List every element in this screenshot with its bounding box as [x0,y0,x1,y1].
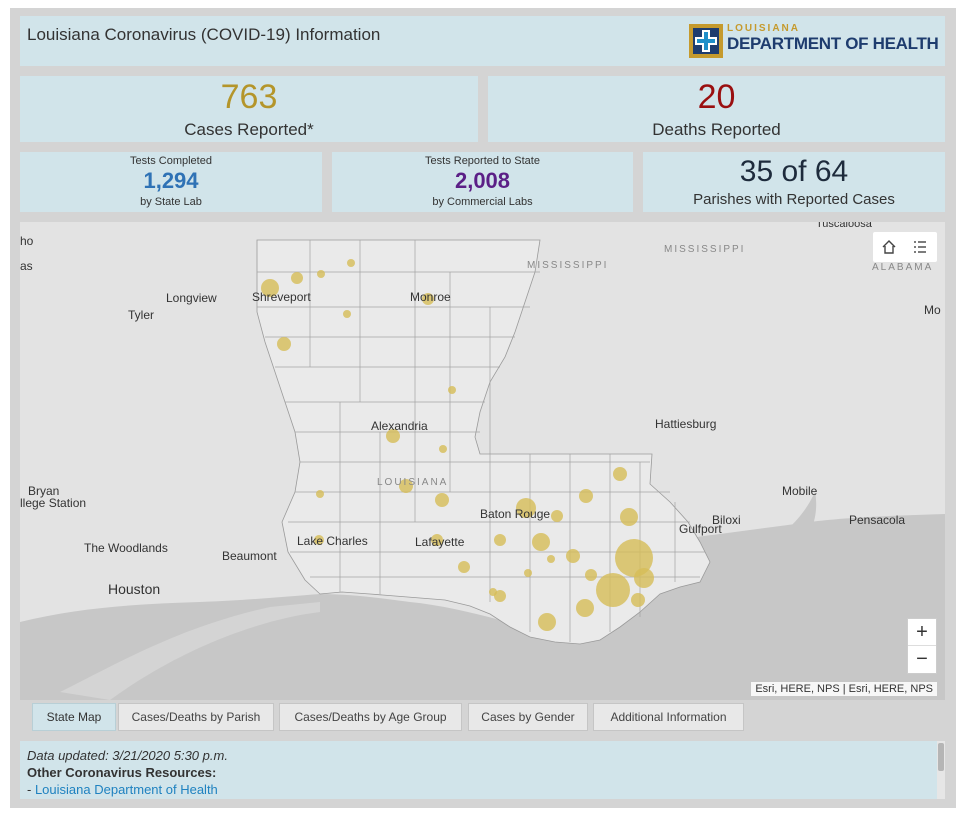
state-tests-bottom-label: by State Lab [140,196,202,208]
map-label-tyler: Tyler [128,308,154,322]
map-label-lafayette: Lafayette [415,535,465,549]
resources-heading: Other Coronavirus Resources: [27,765,217,780]
map-label-beaumont: Beaumont [222,549,277,563]
header-bar: Louisiana Coronavirus (COVID-19) Informa… [20,16,945,66]
map-label-college-station: llege Station [20,496,86,510]
map-label-shreveport: Shreveport [252,290,311,304]
map-label-tuscaloosa: Tuscaloosa [816,222,873,230]
map-label-lake-charles: Lake Charles [297,534,368,548]
legend-list-icon[interactable] [911,238,929,256]
map-label-gulfport: Gulfport [679,522,722,536]
deaths-value: 20 [697,78,736,116]
tab-cases-deaths-by-age-group[interactable]: Cases/Deaths by Age Group [279,703,462,731]
cases-value: 763 [220,78,278,116]
parishes-indicator[interactable]: 35 of 64 Parishes with Reported Cases [643,152,945,212]
commercial-tests-indicator[interactable]: Tests Reported to State 2,008 by Commerc… [332,152,633,212]
map-label-alabama: ALABAMA [872,262,933,273]
commercial-tests-top-label: Tests Reported to State [425,155,540,167]
deaths-label: Deaths Reported [652,120,781,139]
map-label-pensacola: Pensacola [849,513,905,527]
map-label-louisiana: LOUISIANA [377,477,448,488]
ldh-link[interactable]: Louisiana Department of Health [34,782,218,797]
commercial-tests-value: 2,008 [454,168,511,193]
home-icon[interactable] [880,238,898,256]
resource-list-item: - Louisiana Department of Health [27,782,218,797]
map-label-longview: Longview [166,291,217,305]
map-label-mo: Mo [924,303,941,317]
bullet-dash: - [27,782,35,797]
logo-department-text: DEPARTMENT OF HEALTH [727,34,939,53]
map-label-hattiesburg: Hattiesburg [655,417,716,431]
state-tests-top-label: Tests Completed [130,155,212,167]
data-updated-text: Data updated: 3/21/2020 5:30 p.m. [27,748,228,763]
ldh-cross-icon [689,24,723,58]
info-scrollbar[interactable] [937,741,945,799]
map-canvas[interactable]: Shreveport Monroe Longview Tyler Alexand… [20,222,945,700]
tab-additional-information[interactable]: Additional Information [593,703,744,731]
zoom-control: + − [907,618,937,674]
ldh-logo: LOUISIANA DEPARTMENT OF HEALTH [687,22,939,60]
zoom-in-button[interactable]: + [908,619,936,646]
map-label-baton-rouge: Baton Rouge [480,507,550,521]
map-label-mississippi-river: MISSISSIPPI [527,260,608,271]
tab-state-map[interactable]: State Map [32,703,116,731]
state-lab-tests-indicator[interactable]: Tests Completed 1,294 by State Lab [20,152,322,212]
tab-bar: State Map Cases/Deaths by Parish Cases/D… [20,703,945,731]
map-label-biloxi: Biloxi [712,513,741,527]
map-label-the-woodlands: The Woodlands [84,541,168,555]
map-label-mobile: Mobile [782,484,818,498]
map-label-bryan: Bryan [28,484,59,498]
commercial-tests-bottom-label: by Commercial Labs [432,196,533,208]
map-tools [873,232,937,262]
scrollbar-thumb[interactable] [938,743,944,771]
page-title: Louisiana Coronavirus (COVID-19) Informa… [27,25,381,44]
zoom-out-button[interactable]: − [916,648,928,670]
deaths-indicator[interactable]: 20 Deaths Reported [488,76,945,142]
map-label-mississippi-state: MISSISSIPPI [664,244,745,255]
map-label-ho: ho [20,234,34,248]
parishes-label: Parishes with Reported Cases [693,191,895,208]
info-panel: Data updated: 3/21/2020 5:30 p.m. Other … [20,741,945,799]
state-map[interactable]: Shreveport Monroe Longview Tyler Alexand… [20,222,945,700]
map-label-houston: Houston [108,581,160,597]
map-attribution: Esri, HERE, NPS | Esri, HERE, NPS [751,682,937,696]
map-label-alexandria: Alexandria [371,419,428,433]
parishes-value: 35 of 64 [739,155,849,188]
tab-cases-deaths-by-parish[interactable]: Cases/Deaths by Parish [118,703,274,731]
state-tests-value: 1,294 [143,168,199,193]
logo-state-text: LOUISIANA [727,23,800,34]
map-label-as: as [20,259,33,273]
tab-cases-by-gender[interactable]: Cases by Gender [468,703,588,731]
cases-indicator[interactable]: 763 Cases Reported* [20,76,478,142]
cases-label: Cases Reported* [184,120,314,139]
map-label-monroe: Monroe [410,290,451,304]
